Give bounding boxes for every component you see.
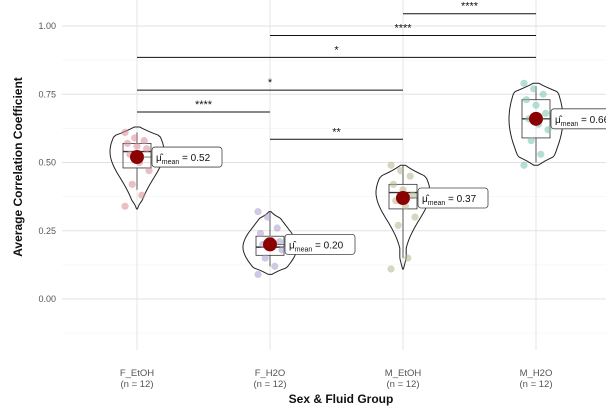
data-point <box>520 79 528 87</box>
data-point <box>121 128 129 137</box>
mean-label-box <box>284 233 356 255</box>
data-point <box>411 213 419 221</box>
data-point <box>387 161 395 169</box>
data-point <box>276 238 284 246</box>
data-point <box>409 191 417 199</box>
x-tick-n-label: (n = 12) <box>253 379 286 390</box>
mean-marker-F_H2O <box>263 237 277 252</box>
data-point <box>394 221 402 229</box>
significance-label: **** <box>195 99 213 111</box>
data-point <box>273 224 281 232</box>
data-point <box>261 254 269 262</box>
y-tick-label: 0.25 <box>38 226 56 236</box>
significance-label: **** <box>394 23 412 35</box>
mean-label: μ̂mean = 0.20 <box>289 239 344 253</box>
mean-marker-M_H2O <box>529 111 543 126</box>
data-point <box>532 101 540 109</box>
data-point <box>542 109 550 117</box>
data-point <box>145 167 153 175</box>
mean-label-box <box>417 187 489 209</box>
x-tick-label: F_EtOH <box>120 368 154 379</box>
y-tick-label: 0.75 <box>38 89 56 99</box>
significance-label: ** <box>332 126 341 138</box>
data-point <box>527 137 535 145</box>
data-point <box>254 270 262 279</box>
violin-F_EtOH <box>109 126 165 210</box>
significance-brackets: **************** <box>137 1 536 140</box>
y-tick-label: 1.00 <box>38 21 56 31</box>
data-point <box>123 139 131 147</box>
mean-marker-M_EtOH <box>396 190 410 205</box>
significance-label: **** <box>461 1 479 13</box>
x-tick-n-label: (n = 12) <box>386 379 419 390</box>
x-tick-label: M_H2O <box>520 368 553 379</box>
data-point <box>133 142 141 150</box>
x-axis-title: Sex & Fluid Group <box>289 392 394 406</box>
axis-ticks: 0.000.250.500.751.00F_EtOH(n = 12)F_H2O(… <box>38 21 552 390</box>
data-point <box>397 167 405 175</box>
data-point <box>544 126 552 134</box>
data-point <box>387 265 395 273</box>
x-tick-label: M_EtOH <box>385 368 422 379</box>
data-point <box>256 229 264 238</box>
significance-label: * <box>268 77 273 89</box>
data-point <box>404 254 412 262</box>
y-tick-label: 0.50 <box>38 158 56 168</box>
data-point <box>138 191 146 199</box>
data-point <box>271 262 279 270</box>
data-point <box>537 150 545 158</box>
x-tick-n-label: (n = 12) <box>120 379 153 390</box>
data-point <box>121 202 129 210</box>
y-axis-title: Average Correlation Coefficient <box>11 77 25 257</box>
mean-label: μ̂mean = 0.66 <box>555 114 606 128</box>
data-point <box>389 180 397 188</box>
significance-label: * <box>334 44 339 56</box>
mean-label: μ̂mean = 0.37 <box>422 193 477 207</box>
violin-M_H2O <box>508 82 564 166</box>
data-point <box>143 145 151 153</box>
mean-label-box <box>151 146 223 168</box>
mean-marker-F_EtOH <box>130 150 144 165</box>
box-M_EtOH <box>388 183 418 210</box>
data-point <box>264 213 272 221</box>
x-tick-label: F_H2O <box>255 368 286 379</box>
data-point <box>278 246 286 254</box>
mean-markers: μ̂mean = 0.52 μ̂mean = 0.20 μ̂mean = 0.37 μ… <box>130 108 606 255</box>
data-point <box>539 90 547 98</box>
mean-label-box <box>550 108 606 130</box>
data-point <box>254 208 262 216</box>
x-tick-n-label: (n = 12) <box>519 379 552 390</box>
data-point <box>530 85 538 93</box>
data-point <box>522 96 531 104</box>
data-point <box>140 137 148 145</box>
violins <box>109 82 564 275</box>
mean-label: μ̂mean = 0.52 <box>156 152 211 166</box>
y-tick-label: 0.00 <box>38 294 56 304</box>
data-point <box>131 134 139 142</box>
data-point <box>128 180 136 188</box>
data-point <box>406 172 414 180</box>
data-point <box>520 161 528 169</box>
violin-M_EtOH <box>375 164 431 270</box>
